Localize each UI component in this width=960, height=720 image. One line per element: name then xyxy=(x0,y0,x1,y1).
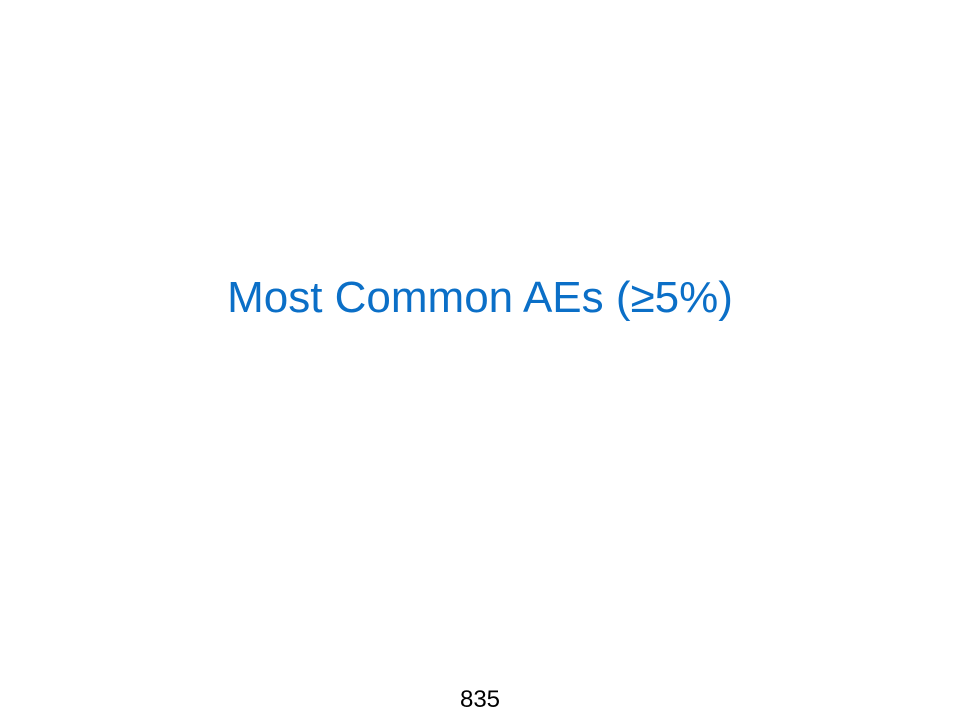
slide-title: Most Common AEs (≥5%) xyxy=(227,273,733,322)
page-number: 835 xyxy=(459,686,501,713)
